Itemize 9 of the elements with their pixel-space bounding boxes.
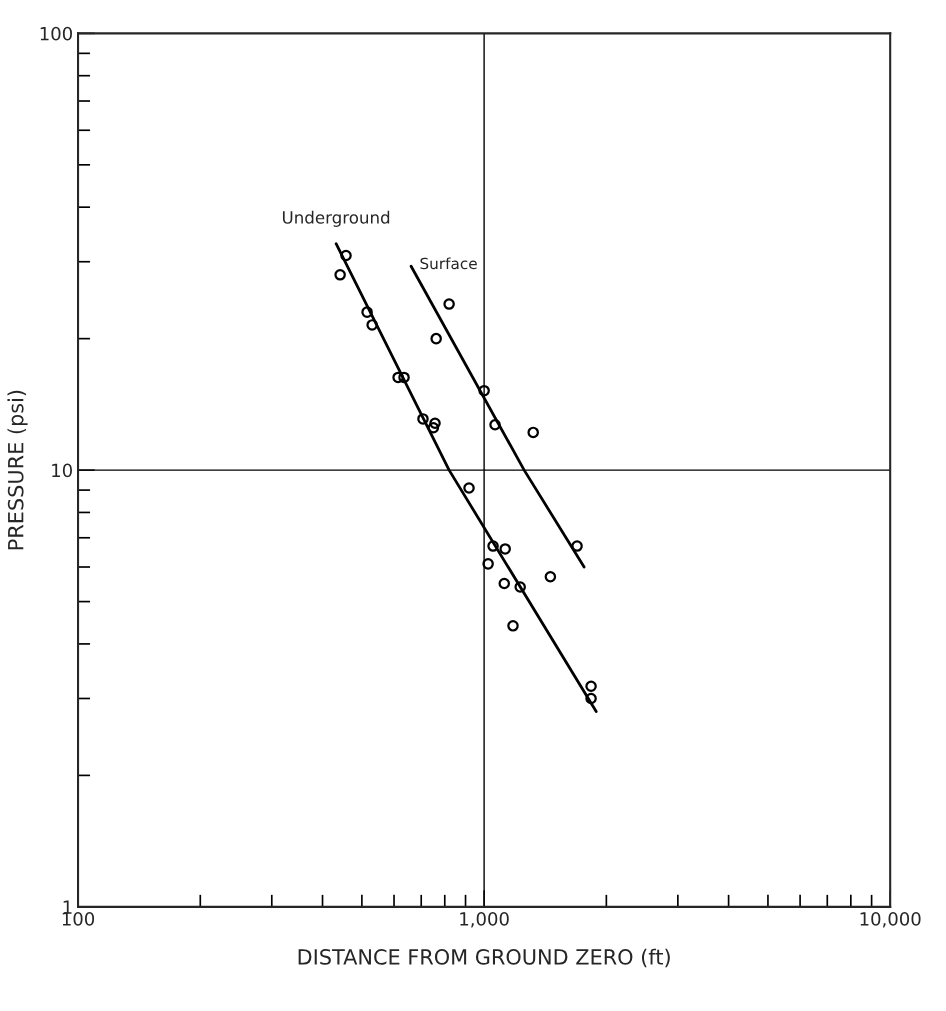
series-label: Surface — [420, 257, 477, 270]
y-tick-label: 100 — [40, 26, 72, 41]
x-tick-label: 1,000 — [460, 912, 509, 928]
y-axis-title: PRESSURE (psi) — [7, 390, 28, 550]
y-tick-label: 10 — [52, 463, 72, 478]
series-label: Underground — [282, 210, 390, 227]
x-axis-title: DISTANCE FROM GROUND ZERO (ft) — [298, 948, 670, 968]
x-tick-label: 10,000 — [860, 912, 921, 928]
x-tick-label: 100 — [62, 912, 95, 926]
